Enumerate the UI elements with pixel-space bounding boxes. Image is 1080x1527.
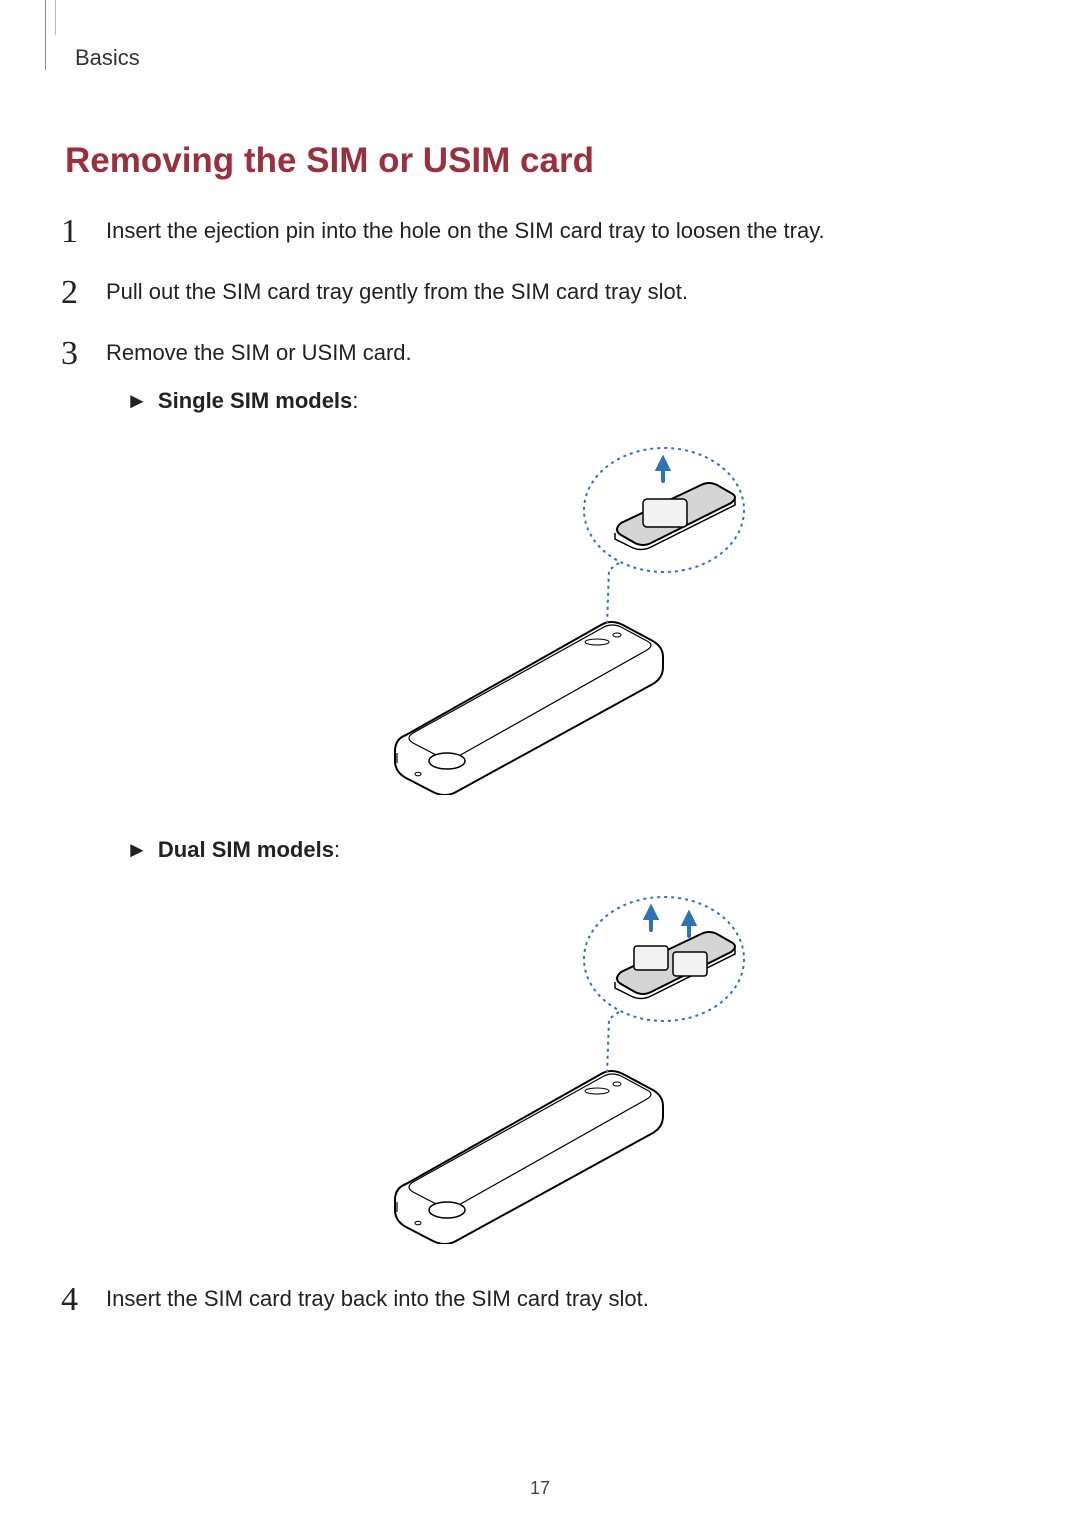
callout-leader (607, 563, 619, 625)
sub-model-label: Dual SIM models (158, 837, 334, 862)
sub-model-0: ► Single SIM models: (126, 386, 1015, 417)
section-title: Removing the SIM or USIM card (65, 141, 1015, 181)
callout-leader (607, 1012, 619, 1074)
page-number: 17 (0, 1478, 1080, 1499)
phone-body (395, 622, 663, 795)
header-rule-long (45, 0, 46, 70)
sub-model-1: ► Dual SIM models: (126, 835, 1015, 866)
step-text: Insert the ejection pin into the hole on… (106, 218, 825, 243)
phone-body (395, 1071, 663, 1244)
sim-tray (615, 459, 735, 550)
triangle-icon: ► (126, 837, 148, 862)
header-rule-short (55, 0, 56, 35)
sim-tray (615, 908, 735, 999)
step-2: Pull out the SIM card tray gently from t… (61, 277, 1015, 308)
step-text: Remove the SIM or USIM card. (106, 340, 412, 365)
triangle-icon: ► (126, 388, 148, 413)
step-4: Insert the SIM card tray back into the S… (61, 1284, 1015, 1315)
colon: : (352, 388, 358, 413)
colon: : (334, 837, 340, 862)
sub-model-label: Single SIM models (158, 388, 352, 413)
step-text: Pull out the SIM card tray gently from t… (106, 279, 688, 304)
chapter-label: Basics (75, 45, 1015, 71)
manual-page: Basics Removing the SIM or USIM card Ins… (0, 0, 1080, 1527)
step-text: Insert the SIM card tray back into the S… (106, 1286, 649, 1311)
steps-list: Insert the ejection pin into the hole on… (61, 216, 1015, 1315)
illustration-2-slot (106, 884, 1015, 1244)
step-1: Insert the ejection pin into the hole on… (61, 216, 1015, 247)
phone-illustration (351, 435, 771, 795)
illustration-1-slot (106, 435, 1015, 795)
step-3: Remove the SIM or USIM card. ► Single SIM… (61, 338, 1015, 1244)
phone-illustration (351, 884, 771, 1244)
